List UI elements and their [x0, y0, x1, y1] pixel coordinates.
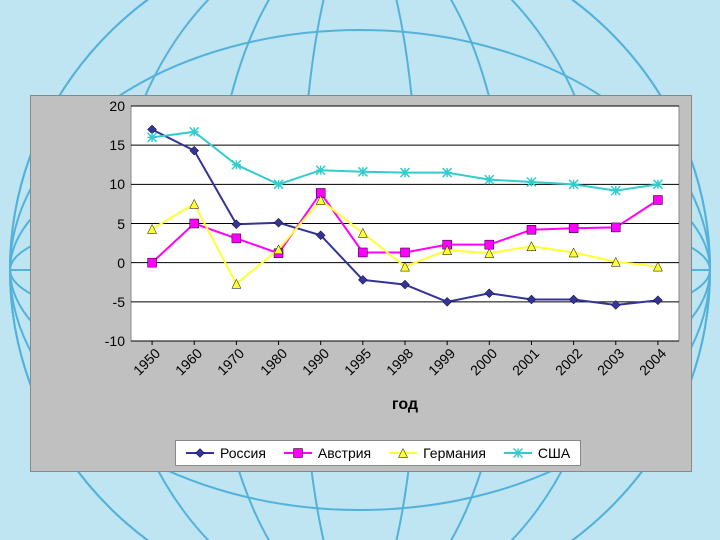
- marker-США: [232, 160, 241, 169]
- legend-swatch: [504, 446, 532, 460]
- marker-Австрия: [527, 225, 536, 234]
- legend-label: США: [538, 445, 570, 461]
- marker-США: [358, 167, 367, 176]
- y-tick-label: 10: [109, 176, 125, 192]
- marker-Россия: [274, 218, 283, 227]
- plot-svg: [131, 106, 679, 341]
- x-tick-label: 2001: [509, 345, 542, 378]
- x-axis-title: год: [131, 396, 679, 414]
- marker-Австрия: [611, 223, 620, 232]
- x-tick-label: 1995: [341, 345, 374, 378]
- marker-Россия: [232, 220, 241, 229]
- legend-item-США: США: [504, 445, 570, 461]
- series-line-США: [152, 132, 658, 191]
- x-tick-label: 1990: [299, 345, 332, 378]
- legend-item-Германия: Германия: [389, 445, 486, 461]
- x-tick-label: 2003: [594, 345, 627, 378]
- series-line-Россия: [152, 130, 658, 305]
- marker-Россия: [485, 289, 494, 298]
- plot-area: -10-505101520195019601970198019901995199…: [131, 106, 679, 341]
- marker-Австрия: [190, 219, 199, 228]
- y-tick-label: -5: [113, 294, 125, 310]
- marker-США: [485, 175, 494, 184]
- legend-swatch: [186, 446, 214, 460]
- marker-Австрия: [569, 224, 578, 233]
- marker-США: [190, 127, 199, 136]
- marker-Россия: [148, 125, 157, 134]
- marker-Россия: [653, 296, 662, 305]
- marker-США: [611, 186, 620, 195]
- marker-Германия: [190, 199, 199, 208]
- y-tick-label: 15: [109, 137, 125, 153]
- x-tick-label: 2000: [467, 345, 500, 378]
- marker-Австрия: [485, 240, 494, 249]
- marker-Австрия: [148, 258, 157, 267]
- x-tick-label: 1999: [425, 345, 458, 378]
- marker-США: [401, 168, 410, 177]
- y-tick-label: 0: [117, 255, 125, 271]
- y-tick-label: 20: [109, 98, 125, 114]
- marker-Россия: [443, 297, 452, 306]
- x-tick-label: 1950: [130, 345, 163, 378]
- x-tick-label: 2004: [636, 345, 669, 378]
- x-tick-label: 1980: [257, 345, 290, 378]
- legend-item-Россия: Россия: [186, 445, 266, 461]
- marker-США: [316, 166, 325, 175]
- marker-Россия: [527, 295, 536, 304]
- marker-Россия: [569, 295, 578, 304]
- x-tick-label: 1998: [383, 345, 416, 378]
- marker-Россия: [190, 146, 199, 155]
- x-tick-label: 1970: [214, 345, 247, 378]
- marker-Австрия: [232, 234, 241, 243]
- y-tick-label: 5: [117, 216, 125, 232]
- legend-label: Германия: [423, 445, 486, 461]
- marker-Германия: [148, 224, 157, 233]
- marker-США: [653, 180, 662, 189]
- legend-label: Австрия: [318, 445, 371, 461]
- marker-США: [527, 177, 536, 186]
- legend: Россия Австрия Германия США: [175, 440, 581, 466]
- legend-swatch: [284, 446, 312, 460]
- chart-container: -10 -5 0 5 10 15 20 1950 1960 1970 1980 1990 1995 199…: [30, 95, 692, 472]
- marker-США: [274, 180, 283, 189]
- marker-Австрия: [653, 196, 662, 205]
- x-tick-label: 1960: [172, 345, 205, 378]
- marker-Россия: [401, 280, 410, 289]
- y-tick-label: -10: [105, 333, 125, 349]
- x-tick-label: 2002: [552, 345, 585, 378]
- marker-США: [443, 168, 452, 177]
- marker-Австрия: [358, 248, 367, 257]
- legend-item-Австрия: Австрия: [284, 445, 371, 461]
- legend-swatch: [389, 446, 417, 460]
- marker-Австрия: [401, 248, 410, 257]
- marker-США: [148, 133, 157, 142]
- marker-США: [569, 180, 578, 189]
- legend-label: Россия: [220, 445, 266, 461]
